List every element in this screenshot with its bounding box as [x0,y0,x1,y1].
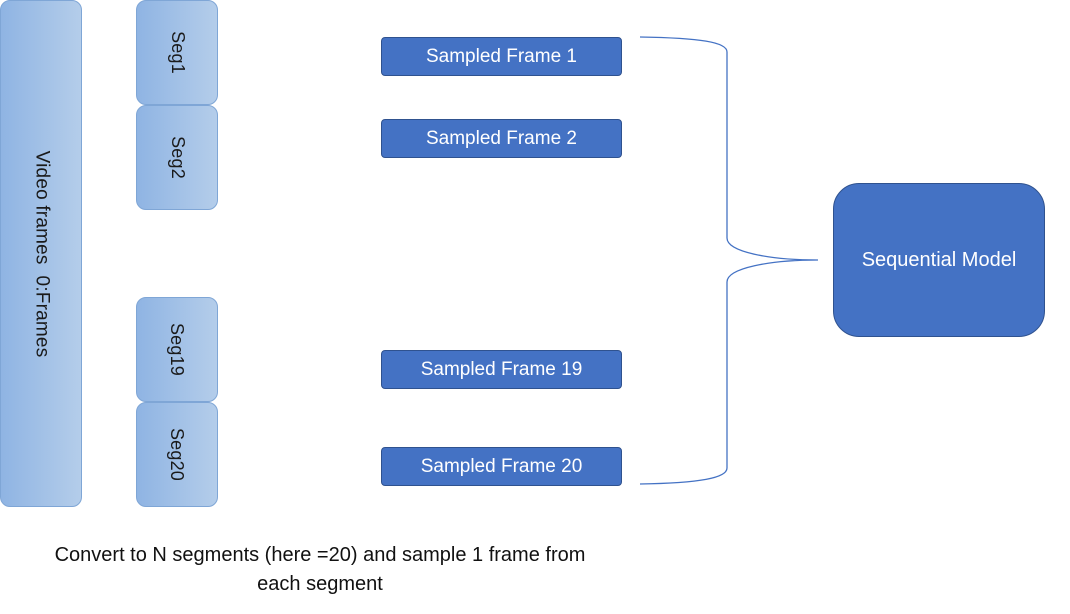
segment-box-seg1: Seg1 [136,0,218,105]
caption-line-1: Convert to N segments (here =20) and sam… [54,544,586,566]
sampled-frame-box: Sampled Frame 2 [381,119,622,158]
segment-box-seg2: Seg2 [136,105,218,210]
sampled-frame-box: Sampled Frame 19 [381,350,622,389]
sequential-model-box: Sequential Model [833,183,1045,337]
segment-box-seg20: Seg20 [136,402,218,507]
diagram-caption: Convert to N segments (here =20) and sam… [10,541,630,599]
brace-path [639,36,819,485]
caption-line-2: each segment [257,573,383,595]
video-frames-bar: Video frames 0:Frames [0,0,82,507]
sampled-frame-box: Sampled Frame 1 [381,37,622,76]
segment-box-seg19: Seg19 [136,297,218,402]
sampled-frame-box: Sampled Frame 20 [381,447,622,486]
